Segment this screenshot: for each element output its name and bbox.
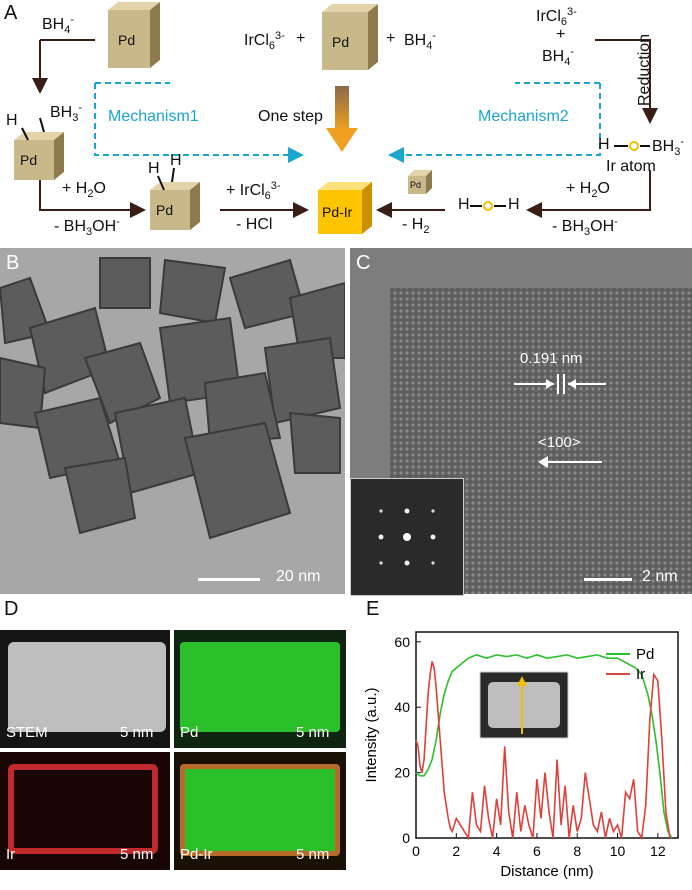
plus-2: + — [386, 30, 396, 47]
series-line-ir — [415, 661, 671, 841]
pd-cube-middle — [150, 182, 200, 230]
x-tick-label: 0 — [412, 843, 420, 859]
panel-label-c: C — [356, 252, 371, 274]
panel-label-a: A — [4, 2, 18, 24]
h-middle-2: H — [170, 152, 182, 169]
eds-stem-scale: 5 nm — [120, 724, 154, 741]
x-tick-label: 6 — [533, 843, 541, 859]
fft-inset — [350, 478, 464, 596]
y-tick-label: 60 — [394, 634, 410, 650]
spacing-arrows — [514, 374, 606, 394]
scale-label-b: 20 nm — [276, 568, 321, 585]
y-tick-label: 20 — [394, 765, 410, 781]
cube-label-top-center: Pd — [332, 34, 350, 50]
pd-cube-top-center — [322, 4, 378, 70]
scale-label-c: 2 nm — [642, 568, 678, 585]
h-middle-1: H — [148, 160, 160, 177]
panel-label-b: B — [6, 252, 20, 274]
legend-label-pd: Pd — [636, 646, 654, 663]
one-step-arrow — [326, 128, 358, 152]
scale-bar-b — [198, 578, 260, 581]
y-axis-label: Intensity (a.u.) — [363, 687, 380, 782]
plus-ircl6: + IrCl63- — [226, 180, 281, 202]
minus-h2: - H2 — [402, 216, 430, 236]
ir-atom-label: Ir atom — [606, 158, 656, 175]
plot-frame — [415, 631, 679, 839]
inset-particle — [488, 682, 560, 728]
minus-bh3oh-right: - BH3OH- — [552, 216, 618, 238]
plus-right: + — [556, 26, 566, 43]
eds-stem-label: STEM — [6, 724, 48, 741]
bh4-top: BH4- — [404, 30, 437, 52]
y-tick-label: 40 — [394, 699, 410, 715]
pd-cube-top-left — [108, 2, 160, 68]
tem-image-b — [0, 248, 345, 594]
pd-cube-left — [14, 132, 64, 180]
eds-pd-label: Pd — [180, 724, 199, 741]
mechanism2-line — [388, 83, 601, 163]
h-h-right: H — [508, 196, 520, 213]
arrow-bottom-left — [39, 178, 146, 218]
one-step-label: One step — [258, 108, 323, 125]
scheme-arrows — [14, 2, 658, 234]
bh4-right: BH4- — [542, 46, 575, 68]
ircl6-right: IrCl63- — [536, 6, 577, 28]
eds-pdir-scale: 5 nm — [296, 846, 330, 863]
h-bh3-ir: H — [598, 136, 610, 153]
tem-b-cubes — [0, 248, 345, 594]
ircl6-top: IrCl63- — [244, 30, 285, 52]
legend-label-ir: Ir — [636, 666, 645, 683]
x-tick-label: 8 — [573, 843, 581, 859]
line-profile-chart: 0 2 4 6 8 10 12 0 20 40 60 Distance (nm) Intensity (… — [363, 631, 679, 880]
plus-h2o-left: + H2O — [62, 180, 106, 200]
eds-ir — [0, 752, 170, 870]
eds-ir-label: Ir — [6, 846, 16, 863]
cube-label-small: Pd — [410, 180, 422, 190]
fft-spots — [378, 508, 436, 566]
x-tick-label: 10 — [610, 843, 626, 859]
eds-pd — [174, 630, 346, 748]
pd-cube-small — [408, 170, 432, 194]
x-tick-label: 12 — [650, 843, 666, 859]
bh4-top-left: BH4- — [42, 14, 75, 36]
mechanism1-label: Mechanism1 — [108, 108, 199, 125]
h-left-cube: H — [6, 112, 18, 129]
h-h-left: H — [458, 196, 470, 213]
minus-hcl: - HCl — [236, 216, 273, 233]
arrow-bottom-right — [526, 170, 651, 218]
mechanism1-line — [94, 83, 304, 163]
cube-label-middle: Pd — [156, 202, 174, 218]
x-tick-label: 2 — [452, 843, 460, 859]
eds-pdir-label: Pd-Ir — [180, 846, 213, 863]
reduction-label: Reduction — [636, 33, 653, 106]
panel-label-e: E — [366, 598, 380, 620]
eds-stem — [0, 630, 170, 748]
ir-atom-dot — [629, 141, 639, 151]
pdir-product-cube — [318, 182, 372, 234]
x-axis-label: Distance (nm) — [500, 863, 593, 880]
bh3-ir: BH3- — [652, 136, 685, 158]
inset-arrow-head — [517, 676, 527, 686]
product-label: Pd-Ir — [322, 204, 353, 220]
plus-1: + — [296, 30, 306, 47]
plus-h2o-right: + H2O — [566, 180, 610, 200]
bh3-left-cube: BH3- — [50, 102, 83, 124]
cube-label-left: Pd — [20, 152, 38, 168]
arrow-right-down — [595, 39, 658, 124]
eds-pdir — [174, 752, 346, 870]
minus-bh3oh-left: - BH3OH- — [54, 216, 120, 238]
x-tick-label: 4 — [493, 843, 501, 859]
mechanism2-label: Mechanism2 — [478, 108, 569, 125]
eds-ir-scale: 5 nm — [120, 846, 154, 863]
spacing-label: 0.191 nm — [520, 350, 583, 367]
series-line-pd — [415, 654, 673, 839]
y-tick-label: 0 — [402, 830, 410, 846]
eds-pd-scale: 5 nm — [296, 724, 330, 741]
panel-label-d: D — [4, 598, 19, 620]
cube-label-top-left: Pd — [118, 32, 136, 48]
direction-label: <100> — [538, 434, 581, 451]
direction-arrow — [538, 456, 602, 468]
scale-bar-c — [584, 578, 632, 581]
